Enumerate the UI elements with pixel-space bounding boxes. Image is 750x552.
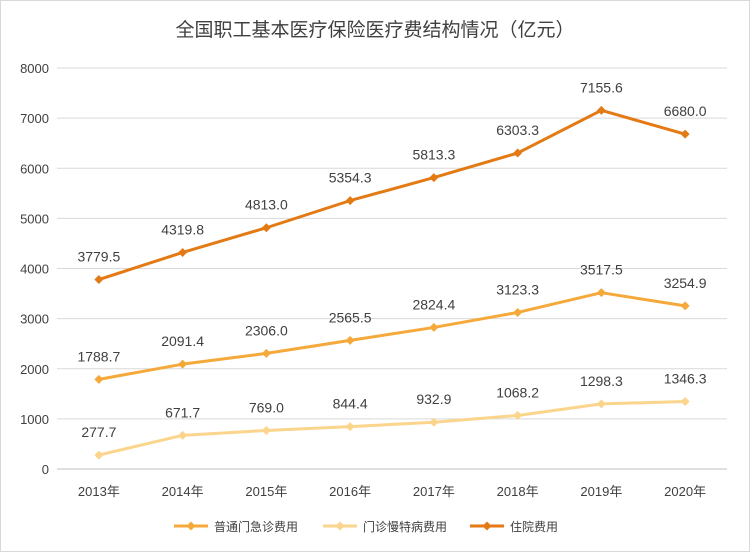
data-label: 3779.5 (77, 249, 120, 265)
data-label: 1298.3 (580, 373, 623, 389)
data-point (345, 335, 355, 345)
data-point (596, 288, 606, 298)
data-label: 2565.5 (329, 309, 372, 325)
data-label: 844.4 (333, 396, 368, 412)
data-point (94, 374, 104, 384)
data-point (178, 359, 188, 369)
y-tick-label: 2000 (20, 362, 49, 377)
data-label: 5813.3 (412, 147, 455, 163)
data-point (680, 301, 690, 311)
data-label: 2091.4 (161, 333, 204, 349)
legend-marker (186, 521, 196, 531)
data-label: 277.7 (81, 424, 116, 440)
x-tick-label: 2015年 (245, 484, 287, 499)
data-point (94, 450, 104, 460)
data-point (429, 173, 439, 183)
x-tick-label: 2016年 (329, 484, 371, 499)
data-point (261, 348, 271, 358)
data-label: 7155.6 (580, 79, 623, 95)
data-point (345, 422, 355, 432)
y-tick-label: 8000 (20, 61, 49, 76)
gridlines (57, 67, 727, 470)
data-label: 6303.3 (496, 122, 539, 138)
x-tick-label: 2019年 (580, 484, 622, 499)
data-point (513, 307, 523, 317)
data-point (178, 247, 188, 257)
x-tick-label: 2018年 (497, 484, 539, 499)
data-label: 3517.5 (580, 262, 623, 278)
y-tick-label: 3000 (20, 312, 49, 327)
data-point (680, 129, 690, 139)
data-point (680, 397, 690, 407)
legend: 普通门急诊费用 门诊慢特病费用 住院费用 (174, 519, 558, 534)
y-tick-label: 4000 (20, 262, 49, 277)
legend-label: 住院费用 (510, 520, 558, 534)
data-point (429, 322, 439, 332)
data-point (345, 196, 355, 206)
x-tick-label: 2020年 (664, 484, 706, 499)
data-point (94, 275, 104, 285)
y-tick-label: 5000 (20, 211, 49, 226)
data-label: 2824.4 (412, 296, 455, 312)
legend-marker (482, 521, 492, 531)
legend-marker (335, 521, 345, 531)
series-line (97, 108, 687, 282)
data-point (596, 399, 606, 409)
data-point (513, 410, 523, 420)
data-point (178, 430, 188, 440)
x-tick-label: 2013年 (78, 484, 120, 499)
data-label: 5354.3 (329, 170, 372, 186)
y-axis-ticks: 0 1000 2000 3000 4000 5000 6000 7000 8000 (20, 61, 49, 477)
series-line (97, 291, 687, 381)
data-label: 932.9 (416, 391, 451, 407)
data-label: 6680.0 (664, 103, 707, 119)
data-label: 2306.0 (245, 322, 288, 338)
series-line (97, 400, 687, 457)
data-label: 4319.8 (161, 221, 204, 237)
x-axis-ticks: 2013年 2014年 2015年 2016年 2017年 2018年 2019年 2020年 (78, 484, 706, 499)
y-tick-label: 1000 (20, 412, 49, 427)
data-point (261, 425, 271, 435)
legend-label: 普通门急诊费用 (214, 519, 298, 534)
data-point (513, 148, 523, 158)
data-label: 671.7 (165, 404, 200, 420)
data-label: 1788.7 (77, 348, 120, 364)
data-label: 1346.3 (664, 371, 707, 387)
data-point (429, 417, 439, 427)
data-label: 4813.0 (245, 197, 288, 213)
legend-label: 门诊慢特病费用 (363, 519, 447, 534)
x-tick-label: 2014年 (162, 484, 204, 499)
chart-title: 全国职工基本医疗保险医疗费结构情况（亿元） (175, 19, 574, 41)
data-point (261, 223, 271, 233)
data-label: 3123.3 (496, 281, 539, 297)
data-label: 769.0 (249, 399, 284, 415)
data-label: 1068.2 (496, 384, 539, 400)
y-tick-label: 0 (42, 462, 49, 477)
y-tick-label: 7000 (20, 111, 49, 126)
data-point (596, 105, 606, 115)
x-tick-label: 2017年 (413, 484, 455, 499)
data-label: 3254.9 (664, 275, 707, 291)
data-labels: 1788.7 2091.4 2306.0 2565.5 2824.4 3123.3 3517… (77, 79, 706, 440)
series-group (94, 105, 690, 460)
y-tick-label: 6000 (20, 161, 49, 176)
